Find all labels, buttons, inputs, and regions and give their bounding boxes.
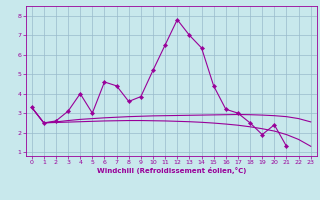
X-axis label: Windchill (Refroidissement éolien,°C): Windchill (Refroidissement éolien,°C): [97, 167, 246, 174]
